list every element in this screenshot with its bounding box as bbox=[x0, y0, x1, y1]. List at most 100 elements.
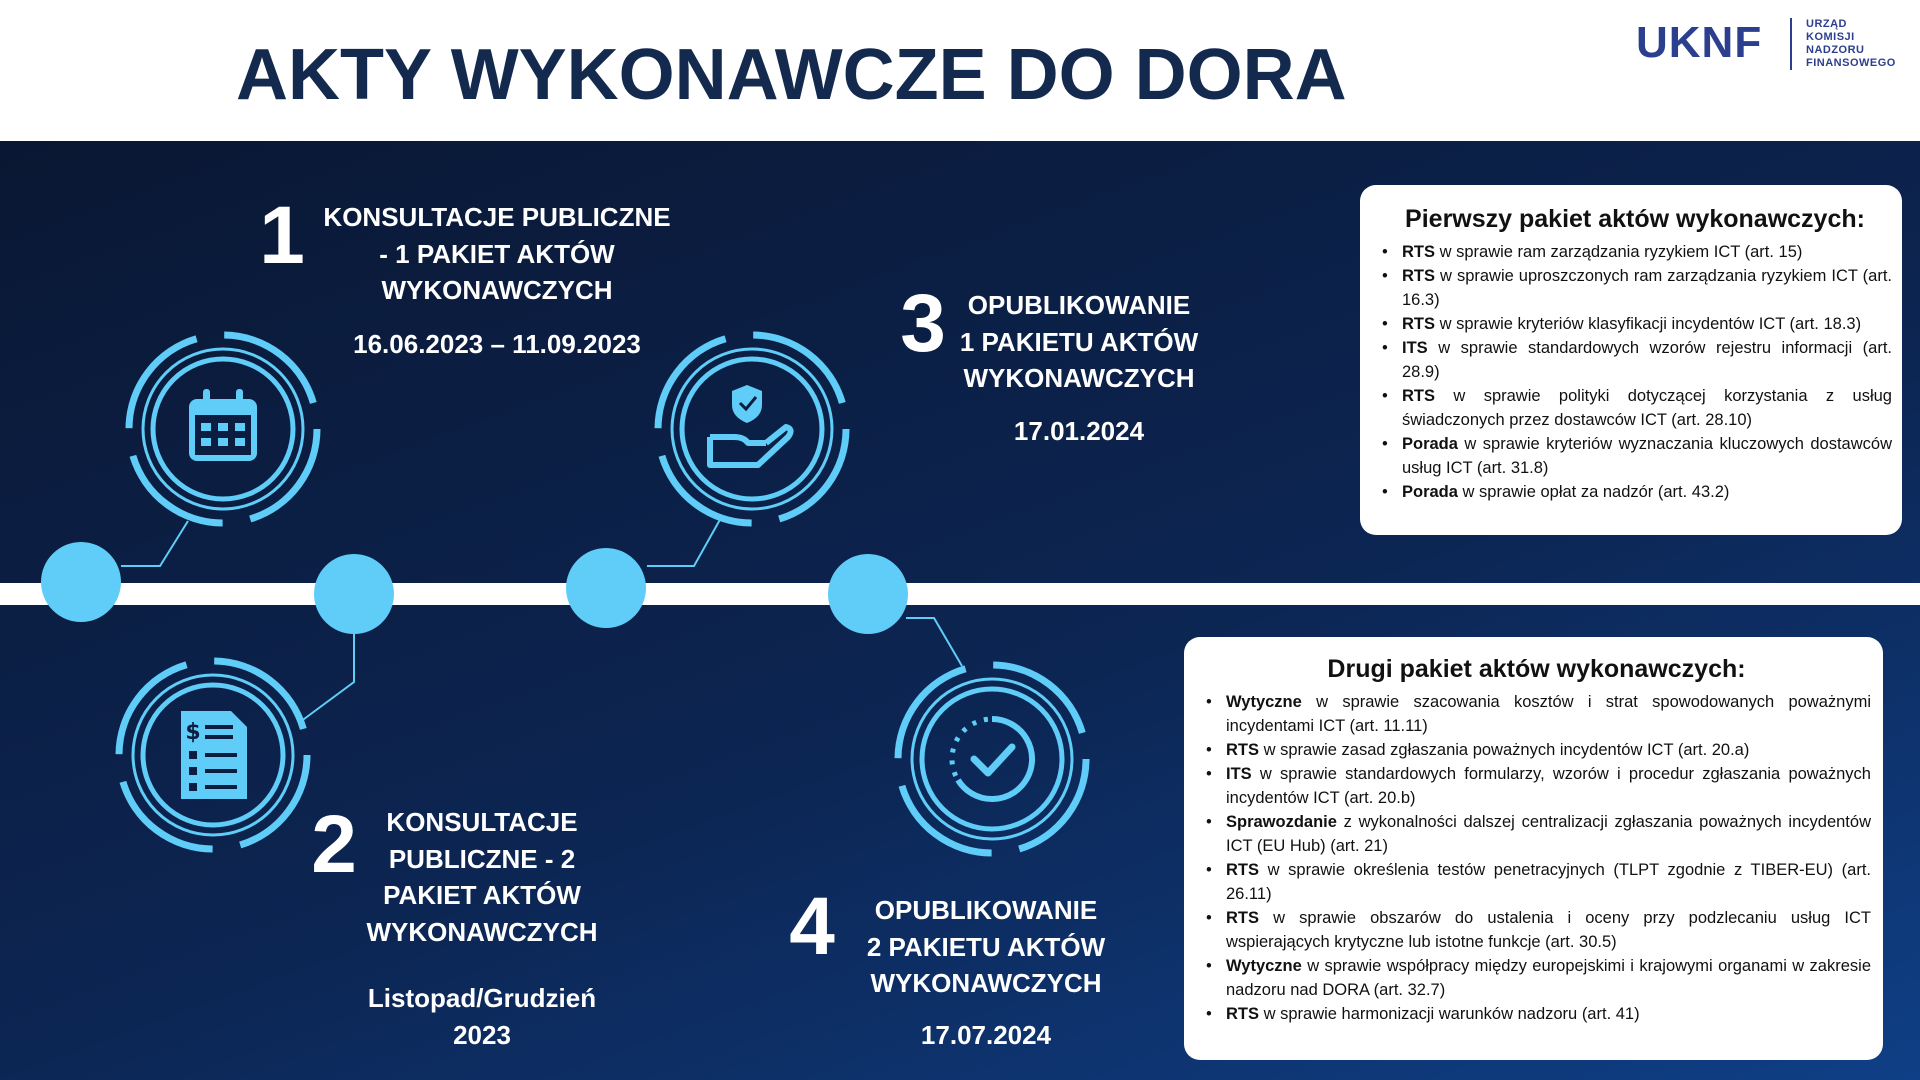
connector bbox=[647, 515, 723, 567]
step-date: 16.06.2023 – 11.09.2023 bbox=[353, 326, 641, 363]
connectors bbox=[121, 515, 963, 723]
step-date-line: 16.06.2023 – 11.09.2023 bbox=[353, 329, 641, 359]
step-title-line: - 1 PAKIET AKTÓW bbox=[379, 238, 615, 269]
check-icon bbox=[949, 716, 1036, 802]
hand-shield-icon bbox=[707, 385, 794, 468]
package-item: RTS w sprawie zasad zgłaszania poważnych… bbox=[1202, 738, 1871, 762]
step-title-line: WYKONAWCZYCH bbox=[366, 916, 598, 947]
ring bbox=[125, 331, 321, 527]
step-title-line: KONSULTACJE PUBLICZNE bbox=[323, 202, 671, 232]
step-date-line: 2023 bbox=[453, 1020, 511, 1050]
svg-text:$: $ bbox=[185, 720, 200, 745]
step-title-line: OPUBLIKOWANIE bbox=[874, 895, 1098, 925]
step-title: KONSULTACJE PUBLICZNE - 1 PAKIET AKTÓW WYK… bbox=[323, 199, 670, 309]
step-title-line: WYKONAWCZYCH bbox=[963, 363, 1195, 393]
package-item: Sprawozdanie z wykonalności dalszej cent… bbox=[1202, 810, 1871, 858]
package-item: RTS w sprawie harmonizacji warunków nadz… bbox=[1202, 1002, 1871, 1026]
item-text: w sprawie określenia testów penetracyjny… bbox=[1226, 861, 1871, 903]
step-date: Listopad/Grudzień 2023 bbox=[368, 980, 596, 1054]
document-icon: $ bbox=[181, 711, 247, 799]
node bbox=[41, 542, 121, 622]
item-text: w sprawie zasad zgłaszania poważnych inc… bbox=[1263, 741, 1750, 759]
node bbox=[566, 548, 646, 628]
item-text: w sprawie ram zarządzania ryzykiem ICT (… bbox=[1439, 243, 1803, 261]
step-title-line: KONSULTACJE bbox=[386, 807, 578, 837]
item-text: w sprawie kryteriów wyznaczania kluczowy… bbox=[1402, 435, 1892, 477]
package-item: RTS w sprawie obszarów do ustalenia i oc… bbox=[1202, 906, 1871, 954]
step-title-line: WYKONAWCZYCH bbox=[870, 968, 1102, 998]
logo-divider bbox=[1790, 18, 1792, 70]
item-text: w sprawie kryteriów klasyfikacji incyden… bbox=[1439, 315, 1862, 333]
package-box: Drugi pakiet aktów wykonawczych: Wytyczne… bbox=[1184, 637, 1883, 1060]
package-item: ITS w sprawie standardowych formularzy, … bbox=[1202, 762, 1871, 810]
logo-mark: UKNF bbox=[1636, 18, 1763, 67]
item-type: RTS bbox=[1402, 315, 1435, 333]
item-type: RTS bbox=[1226, 741, 1259, 759]
item-type: Porada bbox=[1402, 435, 1458, 453]
step-title: OPUBLIKOWANIE 1 PAKIETU AKTÓW WYKONAWCZYCH bbox=[960, 287, 1198, 397]
logo-line: URZĄD bbox=[1806, 18, 1847, 30]
item-text: z wykonalności dalszej centralizacji zgł… bbox=[1226, 813, 1871, 855]
step-date: 17.07.2024 bbox=[921, 1017, 1051, 1054]
step-title-line: OPUBLIKOWANIE bbox=[967, 290, 1191, 320]
package-item: RTS w sprawie uproszczonych ram zarządza… bbox=[1378, 264, 1892, 312]
item-type: RTS bbox=[1402, 387, 1435, 405]
item-text: w sprawie standardowych formularzy, wzor… bbox=[1226, 765, 1871, 807]
step-title-line: WYKONAWCZYCH bbox=[381, 275, 613, 305]
item-text: w sprawie uproszczonych ram zarządzania … bbox=[1402, 267, 1892, 309]
item-text: w sprawie standardowych wzorów rejestru … bbox=[1402, 339, 1892, 381]
ring bbox=[894, 661, 1090, 857]
package-item: ITS w sprawie standardowych wzorów rejes… bbox=[1378, 336, 1892, 384]
package-item: RTS w sprawie określenia testów penetrac… bbox=[1202, 858, 1871, 906]
logo-line: KOMISJI bbox=[1806, 31, 1855, 43]
connector bbox=[906, 617, 963, 667]
ring bbox=[654, 331, 850, 527]
package-list: RTS w sprawie ram zarządzania ryzykiem I… bbox=[1378, 240, 1892, 504]
package-item: Wytyczne w sprawie szacowania kosztów i … bbox=[1202, 690, 1871, 738]
step-title-line: 1 PAKIETU AKTÓW bbox=[959, 326, 1199, 357]
step-date-line: Listopad/Grudzień bbox=[367, 983, 597, 1013]
item-text: w sprawie opłat za nadzór (art. 43.2) bbox=[1462, 483, 1730, 501]
item-type: ITS bbox=[1226, 765, 1252, 783]
package-item: Porada w sprawie kryteriów wyznaczania k… bbox=[1378, 432, 1892, 480]
package-title: Pierwszy pakiet aktów wykonawczych: bbox=[1405, 205, 1865, 233]
item-text: w sprawie współpracy między europejskimi… bbox=[1226, 957, 1871, 999]
connector bbox=[299, 634, 355, 723]
step-number: 2 bbox=[311, 799, 357, 890]
node bbox=[828, 554, 908, 634]
item-type: Porada bbox=[1402, 483, 1458, 501]
step-number: 3 bbox=[900, 278, 946, 369]
package-item: Wytyczne w sprawie współpracy między eur… bbox=[1202, 954, 1871, 1002]
item-text: w sprawie obszarów do ustalenia i oceny … bbox=[1226, 909, 1871, 951]
item-text: w sprawie szacowania kosztów i strat spo… bbox=[1226, 693, 1871, 735]
node bbox=[314, 554, 394, 634]
item-text: w sprawie polityki dotyczącej korzystani… bbox=[1402, 387, 1892, 429]
item-type: Wytyczne bbox=[1226, 693, 1302, 711]
step-title-line: 2 PAKIETU AKTÓW bbox=[866, 931, 1106, 962]
step-number: 1 bbox=[259, 190, 305, 281]
item-text: w sprawie harmonizacji warunków nadzoru … bbox=[1263, 1005, 1640, 1023]
logo-text: URZĄD KOMISJI NADZORU FINANSOWEGO bbox=[1806, 18, 1896, 70]
timeline-nodes bbox=[41, 542, 908, 634]
package-title: Drugi pakiet aktów wykonawczych: bbox=[1327, 655, 1746, 683]
item-type: RTS bbox=[1226, 861, 1259, 879]
package-item: RTS w sprawie kryteriów klasyfikacji inc… bbox=[1378, 312, 1892, 336]
step-date-line: 17.07.2024 bbox=[920, 1020, 1052, 1050]
step-title: KONSULTACJE PUBLICZNE - 2 PAKIET AKTÓW WYKO… bbox=[366, 804, 597, 950]
logo-line: NADZORU bbox=[1806, 44, 1865, 56]
step-title-line: PUBLICZNE - 2 bbox=[388, 843, 576, 874]
item-type: RTS bbox=[1226, 909, 1259, 927]
step-number: 4 bbox=[789, 881, 835, 972]
item-type: RTS bbox=[1402, 243, 1435, 261]
item-type: RTS bbox=[1226, 1005, 1259, 1023]
item-type: Sprawozdanie bbox=[1226, 813, 1337, 831]
step-date: 17.01.2024 bbox=[1014, 413, 1144, 450]
calendar-icon bbox=[189, 389, 257, 461]
package-item: RTS w sprawie polityki dotyczącej korzys… bbox=[1378, 384, 1892, 432]
step-title-line: PAKIET AKTÓW bbox=[383, 880, 581, 910]
logo-line: FINANSOWEGO bbox=[1806, 57, 1896, 69]
page-title: AKTY WYKONAWCZE DO DORA bbox=[236, 35, 1347, 115]
package-item: Porada w sprawie opłat za nadzór (art. 4… bbox=[1378, 480, 1892, 504]
